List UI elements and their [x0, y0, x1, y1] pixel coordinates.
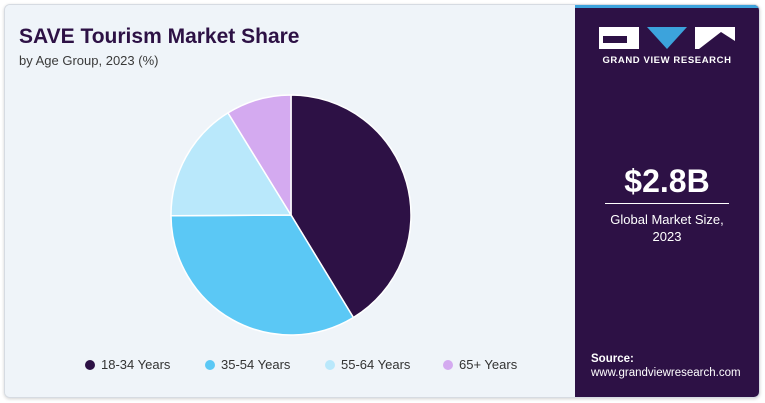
chart-legend: 18-34 Years 35-54 Years 55-64 Years 65+ Yea…	[5, 357, 575, 379]
source-url[interactable]: www.grandviewresearch.com	[591, 367, 741, 379]
pie-slice-55-64-years	[170, 111, 293, 217]
market-size-value: $2.8B	[624, 163, 710, 199]
chart-card: SAVE Tourism Market Share by Age Group, …	[4, 4, 760, 398]
legend-swatch	[85, 360, 95, 370]
legend-label: 18-34 Years	[101, 357, 171, 372]
brand-name: GRAND VIEW RESEARCH	[602, 55, 732, 66]
legend-label: 65+ Years	[459, 357, 518, 372]
legend-item: 55-64 Years	[325, 357, 410, 372]
pie-slice-65-years	[226, 94, 292, 218]
market-size-label-line2: 2023	[652, 229, 682, 244]
pie-slice-35-54-years	[170, 214, 355, 336]
legend-item: 18-34 Years	[85, 357, 170, 372]
chart-subtitle: by Age Group, 2023 (%)	[19, 53, 159, 68]
legend-label: 35-54 Years	[221, 357, 291, 372]
legend-item: 65+ Years	[443, 357, 517, 372]
legend-swatch	[443, 360, 453, 370]
market-size-label: Global Market Size, 2023	[595, 211, 739, 245]
chart-title: SAVE Tourism Market Share	[19, 25, 300, 48]
legend-item: 35-54 Years	[205, 357, 290, 372]
pie-chart	[170, 94, 412, 336]
source-label: Source:	[591, 353, 634, 365]
legend-swatch	[205, 360, 215, 370]
grand-view-research-logo	[599, 27, 735, 49]
info-sidebar: GRAND VIEW RESEARCH $2.8B Global Market …	[575, 5, 759, 397]
legend-label: 55-64 Years	[341, 357, 411, 372]
source-block: Source: www.grandviewresearch.com	[591, 352, 756, 380]
chart-panel: SAVE Tourism Market Share by Age Group, …	[5, 5, 575, 397]
divider	[605, 203, 729, 204]
legend-swatch	[325, 360, 335, 370]
accent-strip	[575, 5, 759, 8]
market-size-label-line1: Global Market Size,	[610, 212, 724, 227]
pie-slice-18-34-years	[290, 94, 412, 319]
